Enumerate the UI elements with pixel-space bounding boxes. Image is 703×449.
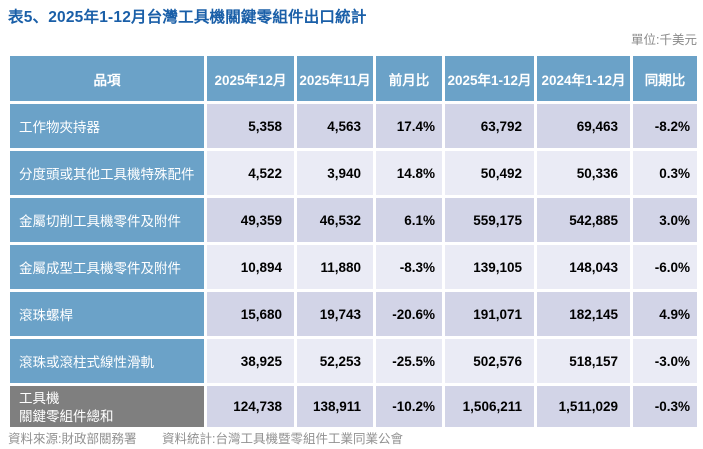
table-row: 滾珠螺桿 15,680 19,743 -20.6% 191,071 182,145 4.9% (7, 289, 700, 339)
value-cell: 10,894 (204, 242, 297, 292)
value-cell: 4.9% (630, 289, 700, 339)
value-cell: 15,680 (204, 289, 297, 339)
col-header-yoy: 同期比 (630, 53, 700, 104)
value-cell: -8.3% (373, 242, 445, 292)
value-cell: 0.3% (630, 148, 700, 198)
item-cell: 滾珠螺桿 (7, 289, 207, 339)
header-row: 品項 2025年12月 2025年11月 前月比 2025年1-12月 2024… (7, 53, 700, 104)
value-cell: -6.0% (630, 242, 700, 292)
value-cell: 542,885 (534, 195, 633, 245)
total-value-cell: 1,511,029 (534, 383, 633, 430)
table-body: 工作物夾持器 5,358 4,563 17.4% 63,792 69,463 -8.2% 分度… (7, 101, 700, 430)
item-cell: 工作物夾持器 (7, 101, 207, 151)
total-item-cell: 工具機 關鍵零組件總和 (7, 383, 207, 430)
value-cell: 191,071 (442, 289, 537, 339)
table-header: 品項 2025年12月 2025年11月 前月比 2025年1-12月 2024… (7, 53, 700, 104)
value-cell: 4,522 (204, 148, 297, 198)
value-cell: 148,043 (534, 242, 633, 292)
value-cell: 14.8% (373, 148, 445, 198)
data-stats: 資料統計:台灣工具機暨零組件工業同業公會 (161, 432, 403, 446)
value-cell: 52,253 (294, 336, 376, 386)
col-header-mom: 前月比 (373, 53, 445, 104)
item-cell: 分度頭或其他工具機特殊配件 (7, 148, 207, 198)
data-source: 資料來源:財政部關務署 (8, 432, 137, 446)
value-cell: -3.0% (630, 336, 700, 386)
value-cell: 5,358 (204, 101, 297, 151)
table-row: 金屬成型工具機零件及附件 10,894 11,880 -8.3% 139,105 148,… (7, 242, 700, 292)
total-value-cell: -10.2% (373, 383, 445, 430)
table-row: 金屬切削工具機零件及附件 49,359 46,532 6.1% 559,175 542,8… (7, 195, 700, 245)
value-cell: 3,940 (294, 148, 376, 198)
value-cell: -25.5% (373, 336, 445, 386)
value-cell: 19,743 (294, 289, 376, 339)
table-row: 工作物夾持器 5,358 4,563 17.4% 63,792 69,463 -8.2% (7, 101, 700, 151)
value-cell: 50,492 (442, 148, 537, 198)
table-row: 分度頭或其他工具機特殊配件 4,522 3,940 14.8% 50,492 50,336… (7, 148, 700, 198)
footer-note: 資料來源:財政部關務署 資料統計:台灣工具機暨零組件工業同業公會 (8, 428, 403, 447)
table-row: 滾珠或滾柱式線性滑軌 38,925 52,253 -25.5% 502,576 518,1… (7, 336, 700, 386)
value-cell: 559,175 (442, 195, 537, 245)
value-cell: 3.0% (630, 195, 700, 245)
value-cell: 38,925 (204, 336, 297, 386)
item-cell: 滾珠或滾柱式線性滑軌 (7, 336, 207, 386)
value-cell: 4,563 (294, 101, 376, 151)
value-cell: 46,532 (294, 195, 376, 245)
total-value-cell: -0.3% (630, 383, 700, 430)
value-cell: 49,359 (204, 195, 297, 245)
col-header-ytd2024: 2024年1-12月 (534, 53, 633, 104)
value-cell: 139,105 (442, 242, 537, 292)
total-row: 工具機 關鍵零組件總和 124,738 138,911 -10.2% 1,506,211 1… (7, 383, 700, 430)
value-cell: 182,145 (534, 289, 633, 339)
value-cell: 63,792 (442, 101, 537, 151)
value-cell: 50,336 (534, 148, 633, 198)
value-cell: 6.1% (373, 195, 445, 245)
col-header-item: 品項 (7, 53, 207, 104)
col-header-nov2025: 2025年11月 (294, 53, 376, 104)
item-cell: 金屬切削工具機零件及附件 (7, 195, 207, 245)
item-cell: 金屬成型工具機零件及附件 (7, 242, 207, 292)
page-title: 表5、2025年1-12月台灣工具機關鍵零組件出口統計 (8, 9, 367, 26)
col-header-dec2025: 2025年12月 (204, 53, 297, 104)
export-stats-table: 品項 2025年12月 2025年11月 前月比 2025年1-12月 2024… (7, 53, 700, 430)
total-value-cell: 138,911 (294, 383, 376, 430)
value-cell: 502,576 (442, 336, 537, 386)
value-cell: -8.2% (630, 101, 700, 151)
total-value-cell: 124,738 (204, 383, 297, 430)
value-cell: 69,463 (534, 101, 633, 151)
col-header-ytd2025: 2025年1-12月 (442, 53, 537, 104)
total-value-cell: 1,506,211 (442, 383, 537, 430)
value-cell: 518,157 (534, 336, 633, 386)
value-cell: 11,880 (294, 242, 376, 292)
value-cell: -20.6% (373, 289, 445, 339)
value-cell: 17.4% (373, 101, 445, 151)
unit-label: 單位:千美元 (631, 33, 697, 47)
